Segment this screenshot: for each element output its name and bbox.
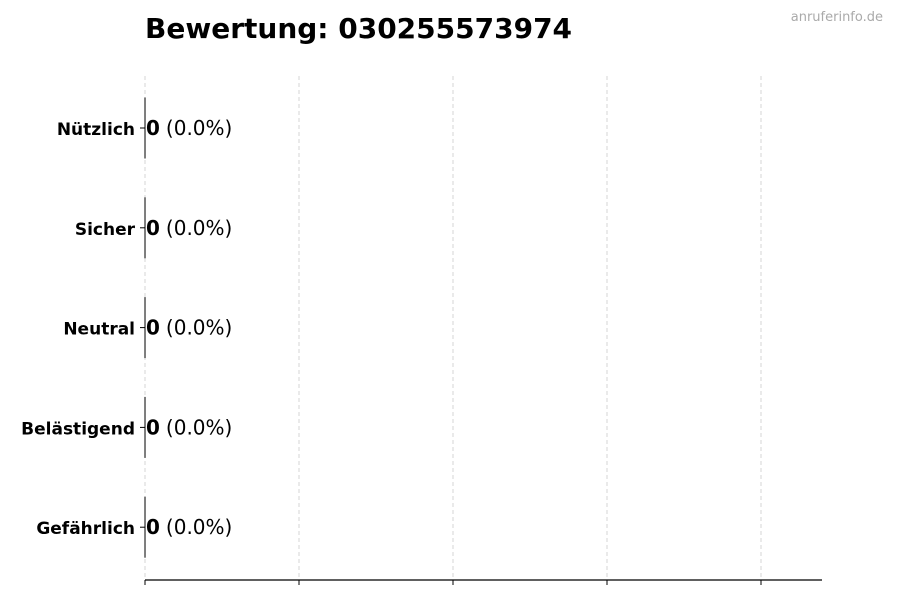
data-label: 0 (0.0%) [146,316,232,340]
y-tick-label: Sicher [75,220,136,240]
data-label: 0 (0.0%) [146,515,232,539]
data-label-value: 0 [146,515,160,539]
data-label: 0 (0.0%) [146,216,232,240]
data-label-value: 0 [146,216,160,240]
y-tick-label: Belästigend [21,419,135,439]
data-label-value: 0 [146,116,160,140]
y-tick-label: Gefährlich [36,519,135,539]
chart-title: Bewertung: 030255573974 [145,12,573,45]
data-label-percent: (0.0%) [166,116,232,140]
y-tick-label: Nützlich [57,120,135,140]
data-label-value: 0 [146,415,160,439]
data-label-percent: (0.0%) [166,316,232,340]
data-label-percent: (0.0%) [166,515,232,539]
y-tick-label: Neutral [63,320,135,340]
data-label-percent: (0.0%) [166,216,232,240]
watermark: anruferinfo.de [790,10,883,25]
data-label-percent: (0.0%) [166,415,232,439]
data-label: 0 (0.0%) [146,116,232,140]
data-label-value: 0 [146,316,160,340]
data-label: 0 (0.0%) [146,415,232,439]
